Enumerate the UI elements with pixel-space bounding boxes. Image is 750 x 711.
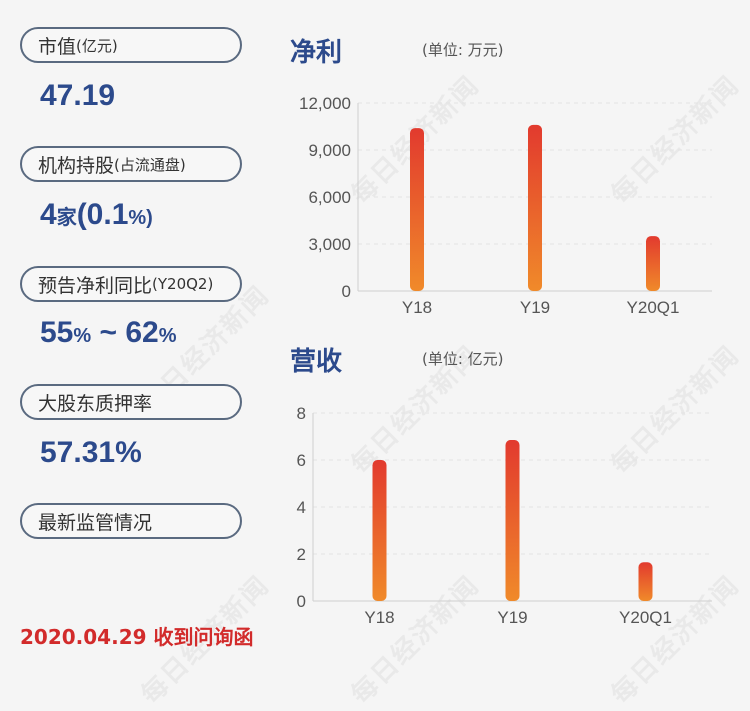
- revenue-bar-y18: [372, 460, 387, 601]
- revenue-x-tick-label: Y20Q1: [619, 608, 672, 627]
- institution-label-suffix: (占流通盘): [114, 155, 186, 174]
- institution-label-text: 机构持股: [38, 154, 115, 177]
- pledge-label: 大股东质押率: [20, 384, 242, 420]
- market-cap-value: 47.19: [40, 79, 116, 112]
- charts-svg: 净利 (单位: 万元) 0 3,000 6,000 9,000 12,000 Y18 Y19 Y2…: [290, 38, 712, 627]
- institution-count: 4: [40, 198, 57, 231]
- net-profit-y-tick-label: 9,000: [308, 141, 351, 160]
- market-cap-label: 市值 (亿元): [20, 27, 242, 63]
- forecast-low: 55: [40, 316, 74, 349]
- pledge-value: 57.31%: [40, 436, 142, 469]
- regulation-label-text: 最新监管情况: [38, 511, 153, 534]
- net-profit-y-tick-label: 6,000: [308, 188, 351, 207]
- revenue-chart-unit: (单位: 亿元): [422, 350, 504, 368]
- institution-pct: (0.1: [76, 198, 129, 231]
- revenue-bar-y19: [505, 440, 520, 601]
- revenue-y-tick-label: 2: [297, 545, 306, 564]
- pledge-label-text: 大股东质押率: [38, 392, 153, 415]
- net-profit-x-tick-label: Y18: [402, 298, 432, 317]
- revenue-x-tick-label: Y18: [364, 608, 394, 627]
- forecast-high-unit: %: [158, 325, 177, 347]
- net-profit-bar-y19: [528, 124, 542, 291]
- market-cap-label-text: 市值: [38, 35, 77, 58]
- forecast-high: 62: [125, 316, 159, 349]
- institution-holding-value: 4家(0.1%): [40, 198, 153, 232]
- market-cap-label-suffix: (亿元): [76, 36, 118, 55]
- revenue-y-tick-label: 6: [297, 451, 306, 470]
- net-profit-x-tick-label: Y19: [520, 298, 550, 317]
- revenue-y-tick-label: 4: [297, 498, 306, 517]
- regulation-event: 2020.04.29 收到问询函: [20, 625, 254, 649]
- net-profit-chart-unit: (单位: 万元): [422, 41, 504, 59]
- revenue-chart-title: 营收: [290, 347, 342, 377]
- net-profit-bar-y18: [410, 128, 424, 291]
- revenue-x-tick-label: Y19: [497, 608, 527, 627]
- net-profit-chart-title: 净利: [290, 38, 342, 68]
- revenue-y-tick-label: 0: [297, 592, 306, 611]
- revenue-bar-y20q1: [638, 562, 653, 601]
- institution-pct-unit: %): [128, 207, 153, 229]
- revenue-y-tick-label: 8: [297, 404, 306, 423]
- institution-holding-label: 机构持股 (占流通盘): [20, 146, 242, 182]
- net-profit-bar-y20q1: [646, 236, 660, 291]
- forecast-label: 预告净利同比 (Y20Q2): [20, 266, 242, 302]
- forecast-value: 55% ~ 62%: [40, 316, 177, 350]
- institution-count-unit: 家: [56, 207, 77, 229]
- forecast-label-text: 预告净利同比: [38, 274, 153, 297]
- forecast-sep: ~: [91, 316, 126, 349]
- regulation-label: 最新监管情况: [20, 503, 242, 539]
- net-profit-y-tick-label: 3,000: [308, 235, 351, 254]
- net-profit-y-tick-label: 0: [342, 282, 351, 301]
- forecast-label-suffix: (Y20Q2): [152, 275, 214, 293]
- net-profit-x-tick-label: Y20Q1: [627, 298, 680, 317]
- forecast-low-unit: %: [73, 325, 92, 347]
- net-profit-y-tick-label: 12,000: [299, 94, 351, 113]
